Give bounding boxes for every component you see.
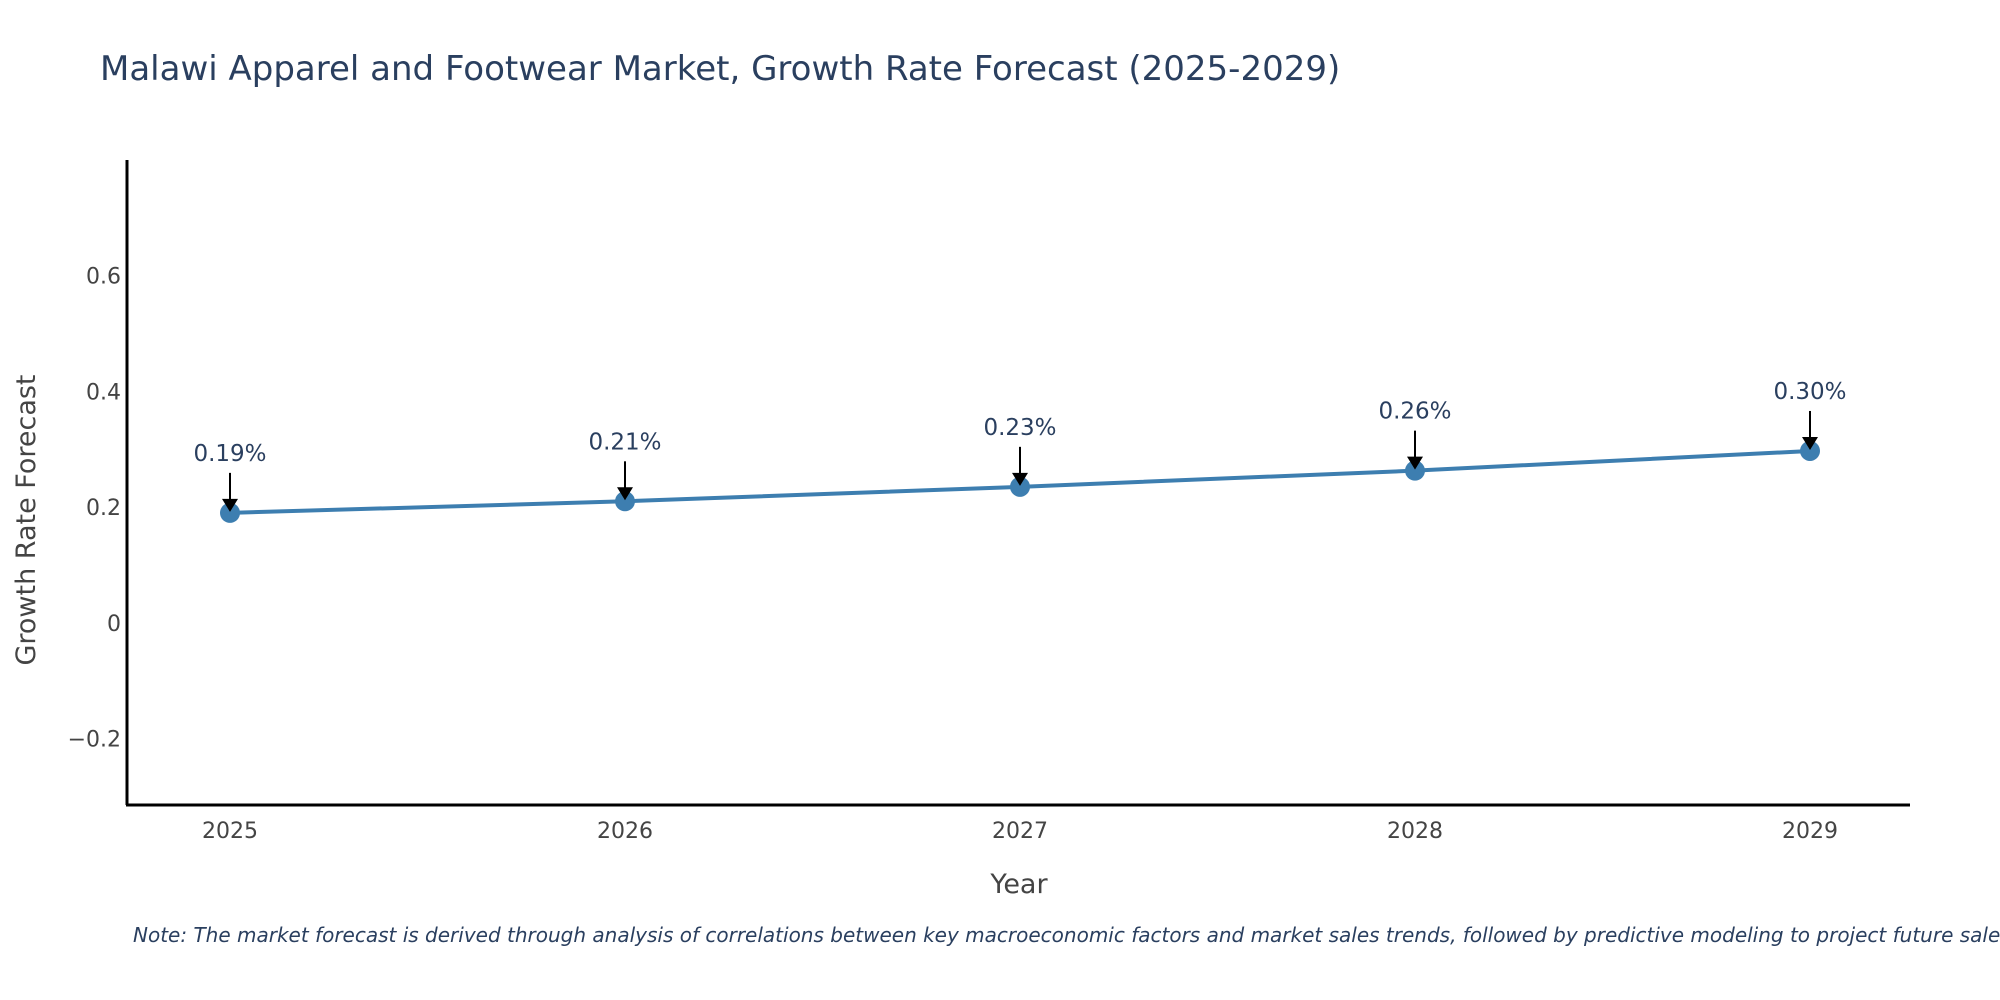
y-tick-label: 0.6 [86,265,121,290]
data-annotations: 0.19% 0.21% 0.23% 0.26% 0.30% [193,379,1847,512]
data-label: 0.30% [1773,379,1846,405]
data-point [1800,440,1820,461]
data-point [220,502,240,523]
x-axis-title: Year [989,869,1048,900]
annotation-arrowhead [1012,472,1028,486]
x-axis-ticks: 2025 2026 2027 2028 2029 [202,819,1838,844]
annotation-arrowhead [617,487,633,501]
data-label: 0.26% [1378,399,1451,425]
x-tick-label: 2027 [992,819,1048,844]
y-tick-label: −0.2 [68,727,121,752]
y-axis-ticks: −0.2 0 0.2 0.4 0.6 [68,265,121,753]
data-label: 0.19% [193,441,266,467]
x-tick-label: 2026 [597,819,653,844]
y-tick-label: 0 [107,612,121,637]
annotation-arrowhead [1802,436,1818,450]
annotation-arrowhead [222,498,238,512]
chart-title: Malawi Apparel and Footwear Market, Grow… [100,49,1340,89]
data-label: 0.21% [588,429,661,455]
x-tick-label: 2025 [202,819,258,844]
y-axis-title: Growth Rate Forecast [11,374,42,665]
y-tick-label: 0.4 [86,380,121,405]
annotation-arrowhead [1407,456,1423,470]
data-point [1010,476,1030,497]
data-point [615,491,635,512]
data-label: 0.23% [983,415,1056,441]
data-markers [220,440,1820,523]
x-tick-label: 2028 [1387,819,1443,844]
y-tick-label: 0.2 [86,496,121,521]
x-tick-label: 2029 [1782,819,1838,844]
footnote: Note: The market forecast is derived thr… [133,923,2000,947]
data-point [1405,460,1425,481]
